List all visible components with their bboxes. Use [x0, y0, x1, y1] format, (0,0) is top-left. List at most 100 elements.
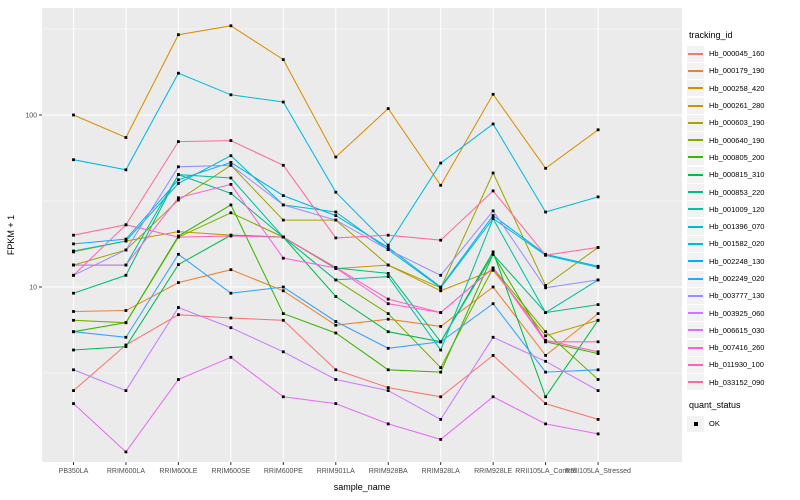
data-point [72, 113, 75, 117]
data-point [72, 318, 75, 322]
legend-color-line-icon [688, 87, 703, 90]
legend-color-key [687, 132, 704, 149]
data-point [491, 209, 495, 213]
data-point [72, 368, 75, 372]
data-point [281, 318, 285, 322]
data-point [281, 289, 285, 293]
legend-color-line-icon [688, 173, 703, 176]
data-point [124, 450, 128, 454]
legend-color-key [687, 339, 704, 356]
legend-item-label: Hb_000603_190 [709, 118, 765, 128]
data-point [281, 58, 285, 61]
data-point [386, 330, 390, 334]
legend-item-label: Hb_000179_190 [709, 66, 765, 76]
legend-item-label: Hb_000261_280 [709, 101, 765, 111]
data-point [596, 352, 600, 355]
legend-color-key [687, 287, 704, 304]
ok-marker-key [687, 415, 704, 432]
legend-color-line-icon [688, 208, 703, 211]
legend-item-label: Hb_000258_420 [709, 83, 765, 93]
data-point [229, 93, 233, 97]
data-point [229, 139, 233, 142]
data-point [439, 183, 443, 187]
data-point [596, 368, 600, 372]
x-tick-label: RRIM600SE [211, 468, 250, 475]
data-point [386, 248, 390, 251]
data-point [72, 291, 75, 295]
data-point [439, 366, 443, 369]
legend-color-line-icon [688, 225, 703, 228]
legend-item-Hb_033152_090: Hb_033152_090 [687, 374, 800, 391]
legend-item-label: Hb_002248_130 [709, 256, 765, 266]
data-point [124, 237, 128, 241]
legend-color-line-icon [688, 312, 703, 315]
data-point [177, 196, 180, 200]
data-point [544, 359, 547, 363]
legend-color-line-icon [688, 121, 703, 124]
data-point [177, 230, 180, 233]
data-point [334, 331, 338, 335]
data-point [386, 263, 390, 267]
legend-color-key [687, 166, 704, 183]
data-point [177, 252, 180, 256]
data-point [439, 438, 443, 441]
data-point [177, 182, 180, 185]
legend-color-line-icon [688, 329, 703, 332]
data-point [229, 203, 233, 207]
y-tick-label: 100 [25, 113, 37, 120]
legend: tracking_id Hb_000045_160 Hb_000179_190 Hb… [687, 0, 800, 500]
data-point [229, 24, 233, 28]
legend-item-Hb_000815_310: Hb_000815_310 [687, 166, 800, 183]
data-point [177, 378, 180, 381]
data-point [439, 289, 443, 293]
legend-title-tracking-id: tracking_id [689, 30, 733, 40]
data-point [334, 210, 338, 214]
x-tick-label: RRIM901LA [317, 468, 355, 475]
data-point [439, 348, 443, 352]
legend-item-Hb_002248_130: Hb_002248_130 [687, 253, 800, 270]
data-point [491, 92, 495, 96]
data-point [334, 378, 338, 381]
data-point [491, 252, 495, 256]
x-axis-title: sample_name [334, 482, 391, 492]
data-point [439, 285, 443, 289]
data-point [334, 155, 338, 159]
legend-color-key [687, 374, 704, 391]
data-point [124, 309, 128, 312]
legend-item-Hb_000640_190: Hb_000640_190 [687, 131, 800, 149]
x-tick-label: RRIM928LA [422, 468, 460, 475]
legend-color-key [687, 45, 704, 62]
data-point [596, 418, 600, 421]
data-point [596, 350, 600, 354]
data-point [491, 335, 495, 339]
x-tick-label: PB350LA [59, 468, 89, 475]
legend-tracking-id-items: Hb_000045_160 Hb_000179_190 Hb_000258_420 H… [687, 45, 800, 391]
data-point [439, 311, 443, 314]
data-point [281, 100, 285, 104]
data-point [177, 263, 180, 266]
data-point [229, 316, 233, 320]
data-point [596, 312, 600, 315]
data-point [72, 402, 75, 405]
data-point [491, 354, 495, 357]
legend-item-label: Hb_000640_190 [709, 135, 765, 145]
data-point [491, 122, 495, 126]
data-point [72, 158, 75, 162]
data-point [439, 325, 443, 328]
data-point [386, 346, 390, 350]
legend-color-key [687, 62, 704, 79]
x-tick-label: RRIM928LE [474, 468, 512, 475]
data-point [177, 140, 180, 143]
legend-item-Hb_000853_220: Hb_000853_220 [687, 183, 800, 201]
data-point [334, 214, 338, 217]
legend-color-line-icon [688, 242, 703, 245]
legend-color-key [687, 235, 704, 252]
data-point [177, 306, 180, 309]
data-point [439, 273, 443, 277]
legend-item-label: Hb_006615_030 [709, 325, 765, 335]
legend-color-line-icon [688, 381, 703, 384]
black-square-point-icon [693, 421, 698, 426]
data-point [386, 233, 390, 237]
data-point [596, 389, 600, 392]
data-point [596, 432, 600, 436]
